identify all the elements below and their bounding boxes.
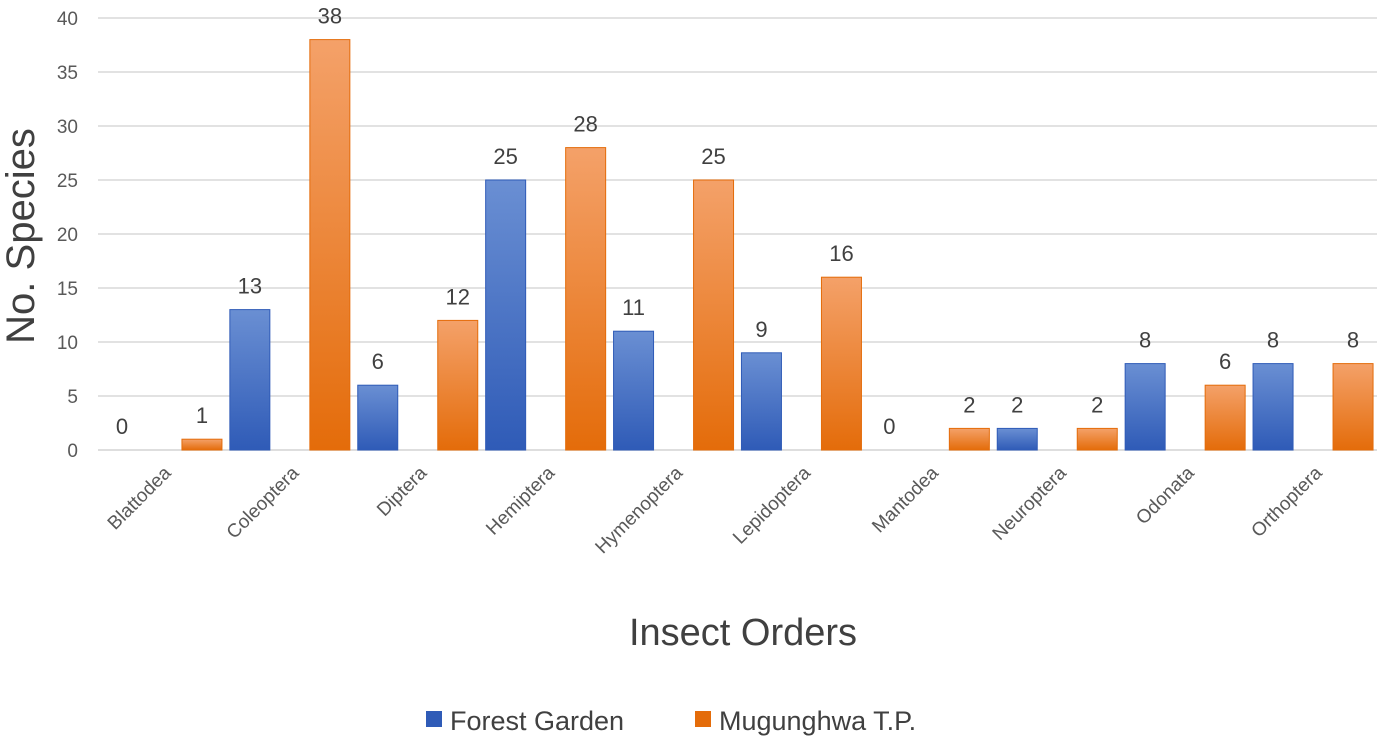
x-tick-label-mantodea: Mantodea xyxy=(868,462,943,537)
bar-forest-garden-diptera xyxy=(357,384,399,451)
y-axis-ticks: 0 5 10 15 20 25 30 35 40 xyxy=(57,9,78,462)
bar-forest-garden-neuroptera xyxy=(996,427,1038,451)
data-label-mugunghwa-t-p-mantodea: 2 xyxy=(963,392,975,417)
y-tick-label: 40 xyxy=(57,9,78,30)
data-label-mugunghwa-t-p-orthoptera: 8 xyxy=(1347,328,1359,353)
data-label-forest-garden-hymenoptera: 11 xyxy=(622,295,645,320)
data-label-mugunghwa-t-p-odonata: 6 xyxy=(1219,349,1231,374)
data-label-mugunghwa-t-p-neuroptera: 2 xyxy=(1091,392,1103,417)
x-tick-label-hymenoptera: Hymenoptera xyxy=(592,462,688,558)
bar-forest-garden-lepidoptera xyxy=(740,352,782,451)
data-label-forest-garden-neuroptera: 2 xyxy=(1011,392,1023,417)
x-tick-label-coleoptera: Coleoptera xyxy=(223,462,304,543)
legend-label-mugunghwa: Mugunghwa T.P. xyxy=(719,706,916,736)
data-label-mugunghwa-t-p-coleoptera: 38 xyxy=(318,4,342,29)
y-tick-label: 10 xyxy=(57,333,78,354)
x-axis-title: Insect Orders xyxy=(629,612,857,654)
y-tick-label: 35 xyxy=(57,63,78,84)
y-tick-label: 25 xyxy=(57,171,78,192)
x-tick-label-lepidoptera: Lepidoptera xyxy=(729,462,815,548)
bar-mugunghwa-t-p-odonata xyxy=(1204,384,1246,451)
bar-mugunghwa-t-p-hymenoptera xyxy=(693,179,735,451)
y-tick-label: 15 xyxy=(57,279,78,300)
data-label-forest-garden-coleoptera: 13 xyxy=(238,274,262,299)
bar-forest-garden-odonata xyxy=(1124,363,1166,451)
bar-mugunghwa-t-p-blattodea xyxy=(181,438,223,451)
legend: Forest Garden Mugunghwa T.P. xyxy=(426,706,916,736)
x-tick-label-neuroptera: Neuroptera xyxy=(989,462,1071,544)
bar-mugunghwa-t-p-lepidoptera xyxy=(820,276,862,451)
x-tick-label-hemiptera: Hemiptera xyxy=(482,462,559,539)
bar-forest-garden-hymenoptera xyxy=(613,330,655,451)
bars xyxy=(181,39,1374,451)
data-label-forest-garden-orthoptera: 8 xyxy=(1267,328,1279,353)
data-label-mugunghwa-t-p-hemiptera: 28 xyxy=(573,112,597,137)
x-tick-label-odonata: Odonata xyxy=(1132,462,1199,529)
bar-forest-garden-coleoptera xyxy=(229,309,271,451)
bar-mugunghwa-t-p-hemiptera xyxy=(565,147,607,451)
bar-mugunghwa-t-p-neuroptera xyxy=(1076,427,1118,451)
bar-mugunghwa-t-p-orthoptera xyxy=(1332,363,1374,451)
data-label-forest-garden-odonata: 8 xyxy=(1139,328,1151,353)
data-label-forest-garden-blattodea: 0 xyxy=(116,414,128,439)
x-tick-label-diptera: Diptera xyxy=(373,462,431,520)
y-axis-title: No. Species xyxy=(0,128,43,344)
bar-forest-garden-hemiptera xyxy=(485,179,527,451)
bar-mugunghwa-t-p-coleoptera xyxy=(309,39,351,451)
bar-mugunghwa-t-p-mantodea xyxy=(948,427,990,451)
y-tick-label: 5 xyxy=(67,387,78,408)
x-tick-label-blattodea: Blattodea xyxy=(104,462,176,534)
y-tick-label: 0 xyxy=(67,441,78,462)
legend-swatch-mugunghwa xyxy=(695,711,711,727)
x-axis-ticks: Blattodea Coleoptera Diptera Hemiptera Hymen… xyxy=(104,462,1327,558)
y-tick-label: 30 xyxy=(57,117,78,138)
data-label-forest-garden-diptera: 6 xyxy=(372,349,384,374)
x-tick-label-orthoptera: Orthoptera xyxy=(1248,462,1327,541)
data-label-mugunghwa-t-p-blattodea: 1 xyxy=(196,403,208,428)
data-label-mugunghwa-t-p-hymenoptera: 25 xyxy=(701,144,725,169)
legend-label-forest-garden: Forest Garden xyxy=(450,706,624,736)
data-label-forest-garden-hemiptera: 25 xyxy=(493,144,517,169)
bar-forest-garden-orthoptera xyxy=(1252,363,1294,451)
data-label-mugunghwa-t-p-lepidoptera: 16 xyxy=(829,241,853,266)
data-label-forest-garden-mantodea: 0 xyxy=(883,414,895,439)
gridlines xyxy=(98,17,1377,451)
legend-swatch-forest-garden xyxy=(426,711,442,727)
data-label-mugunghwa-t-p-diptera: 12 xyxy=(446,284,470,309)
bar-mugunghwa-t-p-diptera xyxy=(437,319,479,451)
y-tick-label: 20 xyxy=(57,225,78,246)
data-label-forest-garden-lepidoptera: 9 xyxy=(755,317,767,342)
